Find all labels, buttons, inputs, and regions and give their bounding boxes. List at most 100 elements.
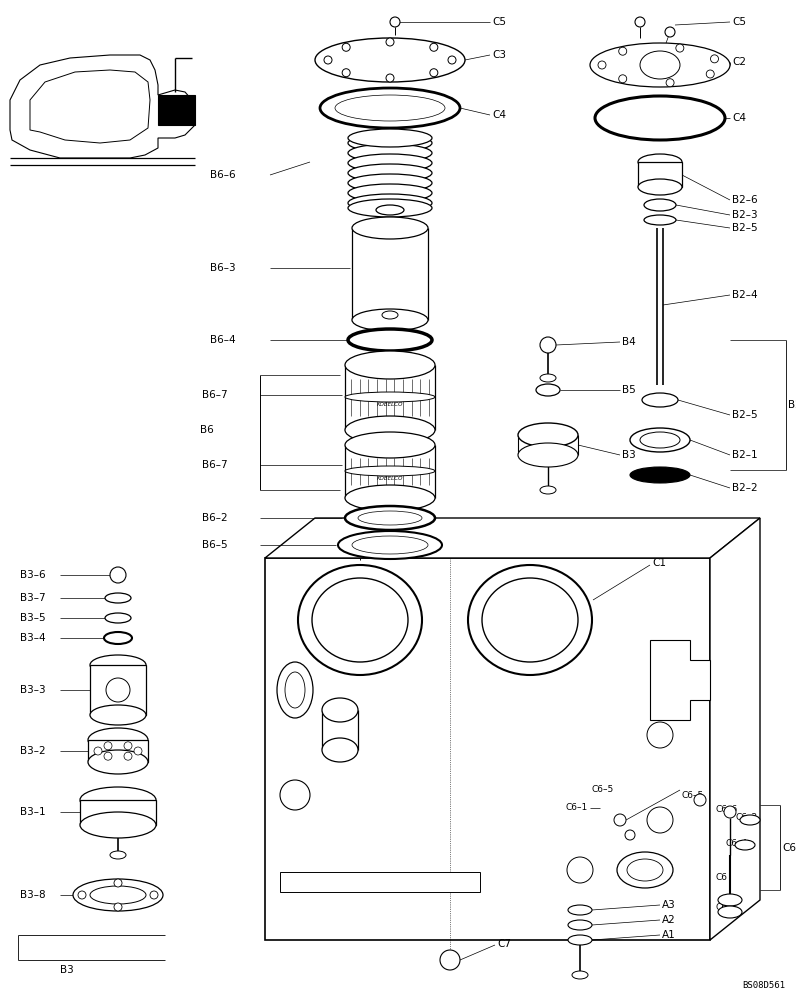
Ellipse shape — [315, 38, 465, 82]
Bar — [280, 872, 480, 892]
Circle shape — [342, 43, 350, 51]
Text: B2: B2 — [788, 400, 796, 410]
Text: B4: B4 — [622, 337, 636, 347]
Ellipse shape — [345, 392, 435, 402]
Text: A2: A2 — [662, 915, 676, 925]
Text: B6: B6 — [200, 425, 214, 435]
Ellipse shape — [644, 199, 676, 211]
Ellipse shape — [322, 698, 358, 722]
Ellipse shape — [518, 443, 578, 467]
Circle shape — [618, 75, 626, 83]
Ellipse shape — [482, 578, 578, 662]
Ellipse shape — [104, 632, 132, 644]
Text: C6: C6 — [782, 843, 796, 853]
Ellipse shape — [80, 787, 156, 813]
Bar — [638, 162, 682, 187]
Circle shape — [711, 55, 719, 63]
Ellipse shape — [335, 95, 445, 121]
Text: B5: B5 — [622, 385, 636, 395]
Ellipse shape — [540, 374, 556, 382]
Ellipse shape — [90, 886, 146, 904]
Text: C6–5: C6–5 — [682, 790, 704, 800]
Text: B6–2: B6–2 — [202, 513, 228, 523]
Circle shape — [567, 857, 593, 883]
Ellipse shape — [718, 894, 742, 906]
Circle shape — [110, 567, 126, 583]
Text: C1: C1 — [652, 558, 666, 568]
Polygon shape — [265, 518, 760, 558]
Ellipse shape — [627, 859, 663, 881]
Ellipse shape — [348, 329, 432, 351]
Ellipse shape — [345, 506, 435, 530]
Text: C5: C5 — [492, 17, 506, 27]
Circle shape — [666, 79, 674, 87]
Ellipse shape — [90, 655, 146, 675]
Ellipse shape — [568, 935, 592, 945]
Text: C6–5: C6–5 — [592, 786, 615, 794]
Text: B6–6: B6–6 — [210, 170, 236, 180]
Text: B2–3: B2–3 — [732, 210, 758, 220]
Circle shape — [448, 56, 456, 64]
Text: C7: C7 — [497, 939, 511, 949]
Ellipse shape — [735, 840, 755, 850]
Circle shape — [440, 950, 460, 970]
Text: C6–1: C6–1 — [565, 804, 587, 812]
Ellipse shape — [348, 154, 432, 172]
Text: C3: C3 — [492, 50, 506, 60]
Circle shape — [342, 69, 350, 77]
Text: B2–5: B2–5 — [732, 223, 758, 233]
Ellipse shape — [638, 179, 682, 195]
Text: BS08D561: BS08D561 — [742, 981, 785, 990]
Ellipse shape — [322, 738, 358, 762]
Ellipse shape — [348, 164, 432, 182]
Text: B3–7: B3–7 — [20, 593, 45, 603]
Text: C6–6: C6–6 — [715, 806, 737, 814]
Text: B3–4: B3–4 — [20, 633, 45, 643]
Text: B2–6: B2–6 — [732, 195, 758, 205]
Text: B6–3: B6–3 — [210, 263, 236, 273]
Polygon shape — [710, 518, 760, 940]
Ellipse shape — [80, 812, 156, 838]
Ellipse shape — [348, 129, 432, 147]
Text: C2: C2 — [732, 57, 746, 67]
Ellipse shape — [345, 485, 435, 511]
Text: B6–7: B6–7 — [202, 460, 228, 470]
Ellipse shape — [73, 879, 163, 911]
Ellipse shape — [740, 815, 760, 825]
Circle shape — [94, 747, 102, 755]
Ellipse shape — [352, 536, 428, 554]
Ellipse shape — [638, 154, 682, 170]
Text: C4: C4 — [732, 113, 746, 123]
Text: B3: B3 — [622, 450, 636, 460]
Ellipse shape — [590, 43, 730, 87]
Circle shape — [104, 742, 112, 750]
Ellipse shape — [277, 662, 313, 718]
Circle shape — [676, 44, 684, 52]
Circle shape — [430, 43, 438, 51]
Ellipse shape — [644, 215, 676, 225]
Ellipse shape — [345, 466, 435, 476]
Text: B3–8: B3–8 — [20, 890, 45, 900]
Circle shape — [104, 752, 112, 760]
Ellipse shape — [630, 467, 690, 483]
Ellipse shape — [518, 423, 578, 447]
Circle shape — [386, 38, 394, 46]
Ellipse shape — [348, 194, 432, 212]
Circle shape — [614, 814, 626, 826]
Ellipse shape — [110, 851, 126, 859]
Circle shape — [540, 337, 556, 353]
Ellipse shape — [320, 88, 460, 128]
Polygon shape — [10, 55, 195, 158]
Text: B6–5: B6–5 — [202, 540, 228, 550]
Bar — [80, 800, 156, 825]
Ellipse shape — [572, 971, 588, 979]
Circle shape — [706, 70, 714, 78]
Ellipse shape — [88, 728, 148, 752]
Ellipse shape — [642, 393, 678, 407]
Text: B3–3: B3–3 — [20, 685, 45, 695]
Circle shape — [390, 17, 400, 27]
Text: C6–3: C6–3 — [715, 904, 737, 912]
Ellipse shape — [312, 578, 408, 662]
Ellipse shape — [90, 705, 146, 725]
Text: B2–4: B2–4 — [732, 290, 758, 300]
